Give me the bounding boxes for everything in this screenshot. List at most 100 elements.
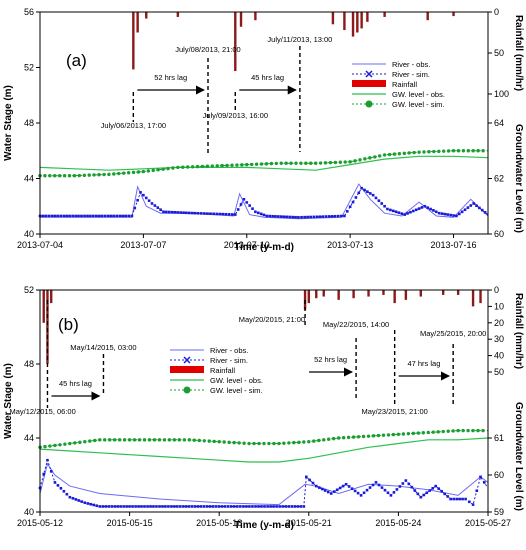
sim-marker [331, 436, 336, 441]
sim-marker [207, 439, 211, 443]
sim-marker [242, 505, 245, 508]
x-tick-label: 2013-07-16 [431, 240, 477, 250]
series-line [40, 183, 489, 220]
sim-marker [56, 484, 60, 487]
sim-marker [257, 505, 260, 508]
x-tick-label: 2013-07-10 [224, 240, 270, 250]
series-gw-level-obs [39, 437, 489, 463]
sim-marker [257, 441, 261, 446]
rainfall-bar [452, 12, 455, 17]
rainfall-bar [331, 12, 335, 25]
rain-tick-label: 0 [494, 285, 499, 295]
sim-marker [153, 204, 157, 207]
sim-marker [140, 505, 143, 508]
sim-marker [74, 498, 78, 501]
sim-marker [164, 505, 167, 508]
rainfall-bar [426, 12, 429, 21]
sim-marker [407, 482, 411, 486]
sim-marker [481, 428, 485, 433]
sim-marker [476, 428, 480, 433]
sim-marker [274, 161, 279, 166]
sim-marker [127, 214, 131, 218]
sim-marker [93, 438, 97, 443]
sim-marker [46, 458, 49, 462]
sim-marker [436, 430, 440, 434]
plot-frame [39, 289, 489, 513]
sim-marker [282, 215, 286, 219]
sim-marker [287, 505, 291, 508]
sim-marker [478, 206, 481, 210]
sim-marker [426, 430, 430, 435]
sim-marker [245, 201, 249, 204]
sim-marker [353, 159, 357, 163]
sim-marker [272, 441, 276, 446]
y-axis-label-rainfall: Rainfall (mm/hr) [513, 293, 524, 369]
sim-marker [317, 438, 321, 443]
sim-marker [236, 208, 240, 211]
sim-marker [423, 204, 427, 208]
sim-marker [329, 492, 333, 495]
rainfall-bars [132, 12, 455, 72]
sim-marker [103, 438, 107, 442]
y-axis-label-left: Water Stage (m) [3, 363, 14, 439]
sim-marker [48, 444, 52, 448]
series-line [39, 155, 489, 171]
sim-marker [125, 505, 128, 508]
sim-marker [320, 487, 324, 491]
sim-marker [245, 505, 248, 508]
sim-marker [391, 209, 395, 213]
sim-marker [156, 168, 160, 172]
sim-marker [195, 164, 200, 169]
y-axis-label-rainfall: Rainfall (mm/hr) [513, 15, 524, 91]
rainfall-bar [352, 290, 355, 299]
sim-marker [395, 488, 399, 491]
sim-marker [289, 161, 293, 165]
sim-marker [368, 192, 372, 195]
sim-marker [348, 160, 352, 164]
sim-marker [451, 149, 456, 153]
rainfall-bar [393, 290, 396, 304]
sim-marker [80, 500, 84, 503]
sim-marker [354, 196, 358, 199]
x-tick-label: 2015-05-15 [107, 518, 153, 528]
sim-marker [299, 161, 303, 165]
lag-label: 45 hrs lag [59, 379, 92, 388]
sim-marker [386, 433, 391, 437]
sim-marker [170, 505, 173, 508]
event-timestamp-label: July/09/2013, 16:00 [203, 111, 268, 120]
sim-marker [205, 164, 210, 168]
sim-marker [302, 505, 306, 508]
sim-marker [341, 484, 345, 488]
rainfall-bar [382, 290, 385, 295]
sim-marker [62, 489, 66, 493]
sim-marker [463, 208, 467, 212]
sim-marker [262, 213, 266, 217]
sim-marker [199, 212, 203, 215]
sim-marker [256, 211, 260, 215]
x-tick-label: 2015-05-21 [286, 518, 332, 528]
sim-marker [65, 214, 68, 218]
sim-marker [468, 500, 471, 504]
sim-marker [417, 150, 421, 154]
event-timestamp-label: May/23/2015, 21:00 [362, 407, 428, 416]
sim-marker [392, 491, 396, 494]
sim-marker [272, 505, 275, 508]
x-axis-label: Time (y-m-d) [234, 242, 294, 253]
sim-marker [360, 186, 363, 190]
sim-marker [327, 215, 331, 218]
sim-marker [73, 441, 77, 445]
gw-tick-label: 59 [494, 507, 504, 517]
sim-marker [397, 152, 402, 156]
sim-marker [167, 210, 171, 214]
x-tick-label: 2013-07-07 [120, 240, 166, 250]
sim-marker [117, 438, 122, 442]
sim-marker [59, 487, 63, 490]
sim-marker [68, 214, 71, 218]
sim-marker [428, 489, 432, 492]
y-tick-label: 44 [24, 433, 34, 443]
sim-marker [373, 155, 377, 159]
gw-tick-label: 62 [494, 174, 504, 184]
sim-marker [293, 505, 297, 508]
sim-marker [49, 470, 53, 473]
sim-marker [122, 438, 127, 442]
